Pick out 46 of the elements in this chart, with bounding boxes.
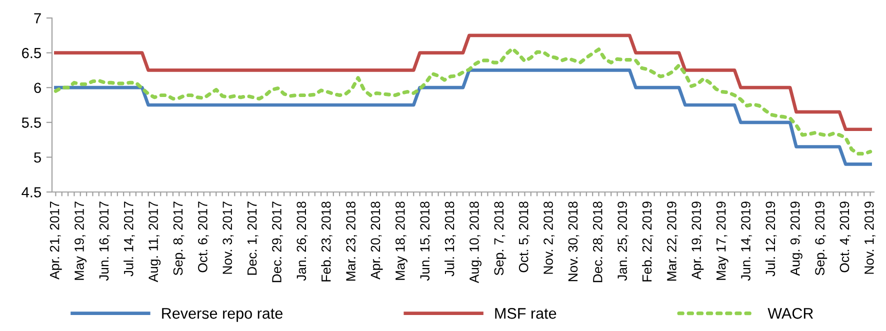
y-tick-label: 5	[34, 152, 41, 163]
x-tick-label: Nov. 3, 2017	[222, 202, 234, 274]
x-tick-label: Sep. 6, 2019	[815, 202, 828, 276]
y-tick-label: 5.5	[22, 118, 41, 128]
x-tick-label: Feb. 22, 2019	[642, 202, 654, 282]
x-tick-label: Jun. 14, 2019	[741, 202, 752, 281]
x-tick-label: Jul. 14, 2017	[124, 202, 135, 276]
x-tick-label: Dec. 1, 2017	[247, 202, 258, 275]
x-tick-label: Feb. 23, 2018	[321, 202, 332, 282]
x-tick-label: May 17, 2019	[716, 202, 728, 280]
x-tick-label: May 18, 2018	[395, 202, 408, 280]
x-tick-label: Jul. 12, 2019	[765, 202, 777, 276]
x-tick-label: Oct. 4, 2019	[840, 202, 851, 272]
x-tick-label: Mar. 22, 2019	[667, 202, 678, 281]
x-tick-label: May 19, 2017	[74, 202, 87, 280]
x-tick-label: Sep. 8, 2017	[173, 202, 186, 276]
x-tick-label: Apr. 21, 2017	[50, 202, 62, 280]
x-tick-label: Apr. 20, 2018	[370, 202, 383, 280]
x-tick-label: Dec. 29, 2017	[272, 202, 283, 282]
x-tick-label: Jan. 25, 2019	[618, 202, 629, 281]
x-tick-label: Dec. 28, 2018	[592, 202, 604, 282]
y-tick-label: 7	[34, 13, 41, 24]
x-tick-label: Jun. 15, 2018	[420, 202, 432, 281]
x-tick-label: Aug. 11, 2017	[148, 202, 161, 282]
x-tick-label: Nov. 1, 2019	[864, 202, 876, 274]
x-tick-label: Oct. 6, 2017	[198, 202, 209, 272]
legend-label: WACR	[768, 308, 814, 319]
y-tick-label: 6.5	[22, 48, 41, 58]
y-tick-label: 6	[34, 82, 41, 94]
x-tick-label: Mar. 23, 2018	[346, 202, 358, 281]
y-tick-label: 4.5	[22, 187, 41, 198]
x-tick-label: Jan. 26, 2018	[296, 202, 308, 281]
legend-label: Reverse repo rate	[162, 308, 282, 322]
x-tick-label: Nov. 2, 2018	[544, 202, 554, 274]
x-tick-label: Sep. 7, 2018	[494, 202, 506, 276]
legend-label: MSF rate	[495, 308, 556, 319]
x-tick-label: Jun. 16, 2017	[99, 202, 110, 281]
line-series	[54, 34, 872, 132]
x-tick-label: Oct. 5, 2018	[518, 202, 530, 272]
x-tick-label: Aug. 10, 2018	[470, 202, 482, 284]
x-tick-label: Aug. 9, 2019	[790, 202, 802, 276]
x-tick-label: Nov. 30, 2018	[568, 202, 580, 282]
line-series	[54, 46, 872, 156]
x-tick-label: Apr. 19, 2019	[692, 202, 704, 280]
line-series	[54, 68, 872, 166]
x-tick-label: Jul. 13, 2018	[444, 202, 456, 276]
